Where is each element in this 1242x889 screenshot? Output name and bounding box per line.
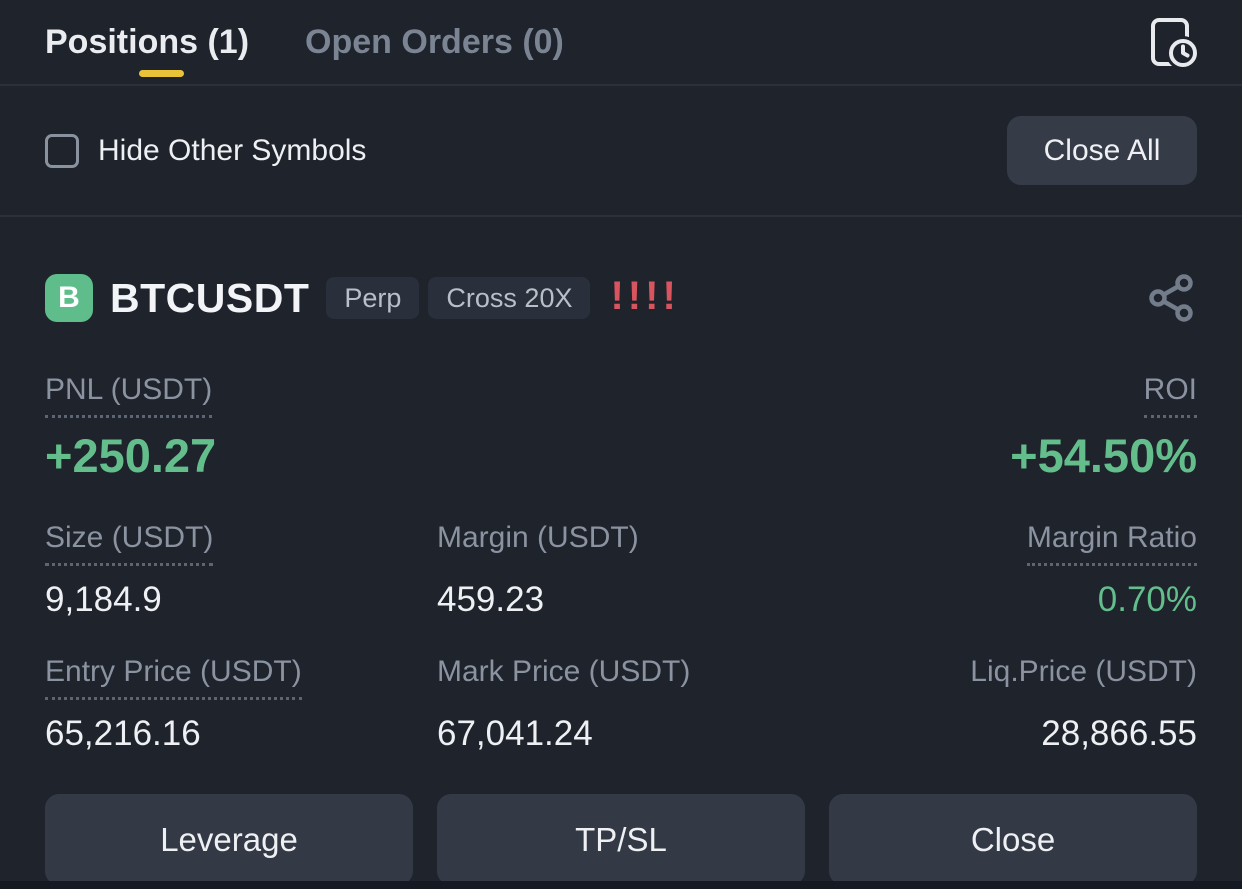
liq-price-value: 28,866.55 bbox=[1041, 714, 1197, 753]
pnl-value: +250.27 bbox=[45, 429, 217, 482]
entry-price-field: Entry Price (USDT) 65,216.16 bbox=[45, 657, 437, 751]
leverage-button[interactable]: Leverage bbox=[45, 794, 413, 885]
margin-mode-badge[interactable]: Cross 20X bbox=[428, 277, 591, 319]
divider-section bbox=[0, 215, 1242, 217]
pnl-roi-row: PNL (USDT) +250.27 ROI +54.50% bbox=[45, 375, 1197, 479]
filter-row: Hide Other Symbols Close All bbox=[0, 86, 1242, 215]
hide-other-symbols-toggle[interactable]: Hide Other Symbols bbox=[45, 133, 367, 168]
checkbox-unchecked-icon[interactable] bbox=[45, 133, 79, 168]
perp-contract-badge: Perp bbox=[326, 277, 420, 319]
close-position-button[interactable]: Close bbox=[829, 794, 1197, 885]
tab-bar: Positions (1) Open Orders (0) bbox=[0, 0, 1242, 84]
share-icon[interactable] bbox=[1147, 273, 1197, 323]
mark-price-field: Mark Price (USDT) 67,041.24 bbox=[437, 655, 970, 753]
pnl-field: PNL (USDT) +250.27 bbox=[45, 375, 216, 479]
roi-field: ROI +54.50% bbox=[1010, 375, 1197, 479]
margin-value: 459.23 bbox=[437, 580, 545, 619]
entry-price-label[interactable]: Entry Price (USDT) bbox=[45, 657, 302, 700]
pnl-label[interactable]: PNL (USDT) bbox=[45, 375, 213, 418]
close-all-button[interactable]: Close All bbox=[1007, 116, 1197, 185]
tab-positions[interactable]: Positions (1) bbox=[45, 22, 250, 61]
margin-ratio-value: 0.70% bbox=[1097, 580, 1197, 619]
divider-top bbox=[0, 84, 1242, 86]
roi-label[interactable]: ROI bbox=[1143, 375, 1197, 418]
size-field: Size (USDT) 9,184.9 bbox=[45, 523, 437, 617]
liq-price-label: Liq.Price (USDT) bbox=[970, 655, 1197, 688]
margin-field: Margin (USDT) 459.23 bbox=[437, 521, 1027, 619]
hide-other-symbols-label: Hide Other Symbols bbox=[98, 133, 367, 167]
margin-label: Margin (USDT) bbox=[437, 521, 639, 554]
size-margin-row: Size (USDT) 9,184.9 Margin (USDT) 459.23… bbox=[45, 523, 1197, 617]
margin-ratio-field: Margin Ratio 0.70% bbox=[1026, 523, 1197, 619]
coin-logo-badge: B bbox=[45, 274, 93, 322]
position-actions: Leverage TP/SL Close bbox=[45, 794, 1197, 885]
symbol-row: B BTCUSDT Perp Cross 20X !!!! bbox=[45, 274, 1197, 322]
next-section-edge bbox=[0, 881, 1242, 889]
active-tab-indicator bbox=[139, 70, 184, 77]
risk-alert-icon: !!!! bbox=[610, 274, 680, 318]
margin-ratio-label[interactable]: Margin Ratio bbox=[1026, 523, 1197, 566]
entry-price-value: 65,216.16 bbox=[45, 714, 201, 753]
position-card: B BTCUSDT Perp Cross 20X !!!! PNL (USDT)… bbox=[0, 274, 1242, 885]
mark-price-label: Mark Price (USDT) bbox=[437, 655, 691, 688]
order-history-icon[interactable] bbox=[1145, 15, 1197, 69]
liq-price-field: Liq.Price (USDT) 28,866.55 bbox=[970, 655, 1197, 753]
tpsl-button[interactable]: TP/SL bbox=[437, 794, 805, 885]
size-label[interactable]: Size (USDT) bbox=[45, 523, 214, 566]
prices-row: Entry Price (USDT) 65,216.16 Mark Price … bbox=[45, 657, 1197, 751]
tab-open-orders[interactable]: Open Orders (0) bbox=[305, 22, 564, 61]
size-value: 9,184.9 bbox=[45, 580, 162, 619]
mark-price-value: 67,041.24 bbox=[437, 714, 593, 753]
position-symbol[interactable]: BTCUSDT bbox=[110, 274, 310, 321]
roi-value: +54.50% bbox=[1010, 429, 1197, 482]
